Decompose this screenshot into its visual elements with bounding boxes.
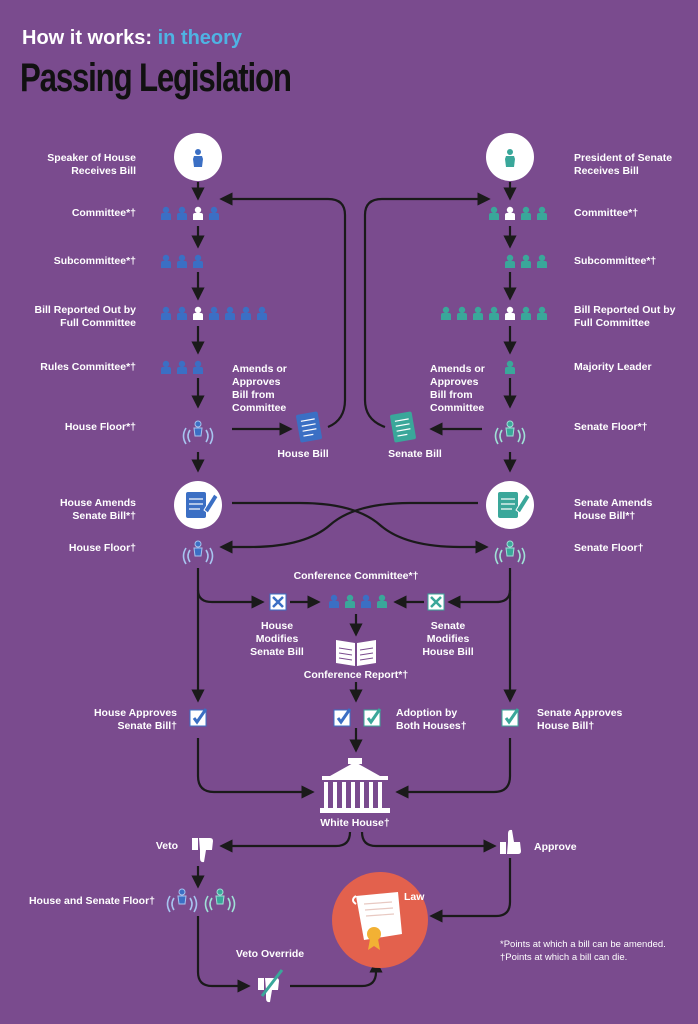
speaker-icon [174,133,222,181]
label-house-floor2: House Floor† [68,542,136,554]
conference-report-icon [336,640,376,666]
house-bill-icon [296,411,322,443]
senate-subcommittee-icon [505,254,547,268]
header-accent: in theory [157,27,243,49]
house-amends-icon [174,481,222,529]
footnote-amended: *Points at which a bill can be amended. [500,939,666,950]
house-approves-check-icon [188,707,208,728]
footnotes: *Points at which a bill can be amended. … [500,938,666,964]
label-senate-reported: Bill Reported Out by Full Committee [574,304,676,329]
label-house-floor: House Floor*† [64,421,136,433]
senate-bill-icon [390,411,416,443]
label-majority-leader: Majority Leader [574,361,652,373]
label-house-committee: Committee*† [71,207,136,219]
label-adoption: Adoption by Both Houses† [396,707,467,732]
veto-override-icon [258,969,284,1003]
label-senate-modifies: Senate Modifies House Bill [422,620,474,658]
label-house-modifies: House Modifies Senate Bill [250,620,304,658]
white-house-icon [320,758,390,813]
label-veto-override: Veto Override [235,948,305,960]
house-subcommittee-icon [161,254,203,268]
thumbs-up-icon [500,829,521,854]
house-committee-icon [161,206,219,220]
label-law: Law [404,891,425,903]
label-speaker: Speaker of House Receives Bill [47,152,136,177]
label-approve: Approve [534,841,577,853]
label-rules-committee: Rules Committee*† [40,361,136,373]
label-senate-amends: Senate Amends House Bill*† [574,497,653,522]
label-conference-report: Conference Report*† [303,669,409,681]
label-senate-floor: Senate Floor*† [574,421,648,433]
label-senate-floor2: Senate Floor† [574,542,644,554]
house-rules-icon [161,360,203,374]
house-full-committee-icon [161,306,267,320]
president-icon [486,133,534,181]
label-white-house: White House† [320,817,390,829]
label-veto: Veto [155,840,178,852]
senate-modifies-icon [426,592,446,612]
house-floor2-icon [182,540,214,565]
label-senate-committee: Committee*† [574,207,639,219]
senate-full-committee-icon [441,306,547,320]
senate-floor-icon [494,420,526,445]
label-house-bill: House Bill [277,448,329,460]
label-house-amends: House Amends Senate Bill*† [59,497,136,522]
senate-floor2-icon [494,540,526,565]
label-house-reported: Bill Reported Out by Full Committee [34,304,136,329]
conference-committee-icon [329,594,387,608]
house-modifies-icon [268,592,288,612]
label-senate-amends-approves: Amends or Approves Bill from Committee [430,363,485,414]
label-house-subcommittee: Subcommittee*† [53,255,136,267]
law-icon [332,872,428,968]
senate-amends-icon [486,481,534,529]
label-senate-bill: Senate Bill [388,448,442,460]
label-conference-committee: Conference Committee*† [293,570,419,582]
label-senate-subcommittee: Subcommittee*† [574,255,657,267]
label-house-amends-approves: Amends or Approves Bill from Committee [232,363,287,414]
label-president: President of Senate Receives Bill [574,152,673,177]
footnote-die: †Points at which a bill can die. [500,952,628,963]
header-line: How it works: in theory [22,27,242,50]
label-senate-approves: Senate Approves House Bill† [537,707,623,732]
majority-leader-icon [505,360,515,374]
header-prefix: How it works: [22,27,158,49]
adoption-senate-check-icon [362,707,382,728]
label-both-floors: House and Senate Floor† [28,895,155,907]
page-title: Passing Legislation [20,56,292,100]
both-floors-icon [166,888,236,913]
label-house-approves: House Approves Senate Bill† [93,707,177,732]
senate-committee-icon [489,206,547,220]
connectors [191,182,517,993]
thumbs-down-icon [192,838,213,863]
house-floor-icon [182,420,214,445]
senate-approves-check-icon [500,707,520,728]
adoption-house-check-icon [332,707,352,728]
